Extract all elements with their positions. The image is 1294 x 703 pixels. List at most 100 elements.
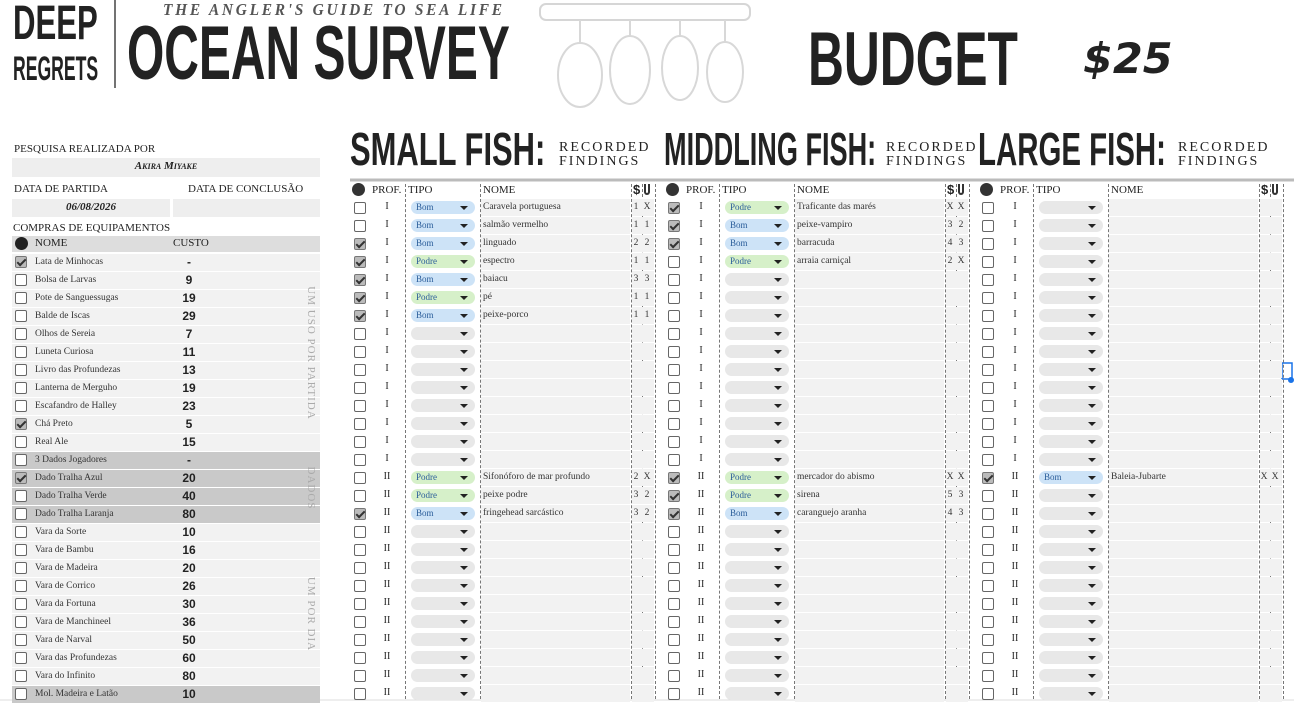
type-dropdown[interactable] [1039, 507, 1103, 520]
type-dropdown[interactable]: Podre [725, 471, 789, 484]
row-checkbox[interactable] [982, 220, 994, 232]
row-checkbox[interactable] [982, 472, 994, 484]
item-checkbox[interactable] [15, 256, 27, 268]
type-dropdown[interactable] [1039, 489, 1103, 502]
type-dropdown[interactable] [725, 687, 789, 700]
row-checkbox[interactable] [982, 670, 994, 682]
type-dropdown[interactable]: Bom [1039, 471, 1103, 484]
row-checkbox[interactable] [354, 364, 366, 376]
item-checkbox[interactable] [15, 310, 27, 322]
type-dropdown[interactable]: Podre [411, 489, 475, 502]
row-checkbox[interactable] [668, 238, 680, 250]
row-checkbox[interactable] [354, 688, 366, 700]
row-checkbox[interactable] [354, 454, 366, 466]
row-checkbox[interactable] [982, 328, 994, 340]
type-dropdown[interactable]: Bom [725, 507, 789, 520]
type-dropdown[interactable]: Podre [725, 489, 789, 502]
row-checkbox[interactable] [668, 202, 680, 214]
type-dropdown[interactable] [411, 399, 475, 412]
type-dropdown[interactable]: Podre [411, 471, 475, 484]
row-checkbox[interactable] [354, 508, 366, 520]
type-dropdown[interactable]: Bom [411, 273, 475, 286]
type-dropdown[interactable] [1039, 579, 1103, 592]
type-dropdown[interactable] [411, 651, 475, 664]
type-dropdown[interactable] [411, 381, 475, 394]
item-checkbox[interactable] [15, 418, 27, 430]
row-checkbox[interactable] [354, 562, 366, 574]
row-checkbox[interactable] [668, 364, 680, 376]
type-dropdown[interactable]: Bom [411, 237, 475, 250]
type-dropdown[interactable] [725, 579, 789, 592]
row-checkbox[interactable] [354, 472, 366, 484]
row-checkbox[interactable] [982, 598, 994, 610]
type-dropdown[interactable] [1039, 543, 1103, 556]
type-dropdown[interactable] [1039, 651, 1103, 664]
type-dropdown[interactable] [1039, 219, 1103, 232]
type-dropdown[interactable] [411, 615, 475, 628]
type-dropdown[interactable] [725, 633, 789, 646]
row-checkbox[interactable] [668, 274, 680, 286]
type-dropdown[interactable] [725, 381, 789, 394]
type-dropdown[interactable] [411, 435, 475, 448]
type-dropdown[interactable] [725, 651, 789, 664]
type-dropdown[interactable] [725, 669, 789, 682]
type-dropdown[interactable] [1039, 453, 1103, 466]
row-checkbox[interactable] [668, 616, 680, 628]
row-checkbox[interactable] [982, 652, 994, 664]
row-checkbox[interactable] [982, 238, 994, 250]
item-checkbox[interactable] [15, 328, 27, 340]
row-checkbox[interactable] [354, 256, 366, 268]
row-checkbox[interactable] [668, 256, 680, 268]
row-checkbox[interactable] [354, 670, 366, 682]
item-checkbox[interactable] [15, 490, 27, 502]
row-checkbox[interactable] [668, 490, 680, 502]
row-checkbox[interactable] [668, 436, 680, 448]
row-checkbox[interactable] [354, 328, 366, 340]
row-checkbox[interactable] [668, 472, 680, 484]
type-dropdown[interactable]: Bom [411, 219, 475, 232]
row-checkbox[interactable] [668, 526, 680, 538]
type-dropdown[interactable]: Bom [411, 309, 475, 322]
row-checkbox[interactable] [354, 346, 366, 358]
type-dropdown[interactable] [411, 669, 475, 682]
row-checkbox[interactable] [354, 202, 366, 214]
row-checkbox[interactable] [354, 382, 366, 394]
type-dropdown[interactable] [411, 633, 475, 646]
type-dropdown[interactable] [725, 417, 789, 430]
item-checkbox[interactable] [15, 580, 27, 592]
row-checkbox[interactable] [668, 418, 680, 430]
row-checkbox[interactable] [354, 616, 366, 628]
type-dropdown[interactable] [725, 435, 789, 448]
row-checkbox[interactable] [354, 274, 366, 286]
row-checkbox[interactable] [668, 562, 680, 574]
type-dropdown[interactable] [1039, 201, 1103, 214]
item-checkbox[interactable] [15, 346, 27, 358]
row-checkbox[interactable] [354, 490, 366, 502]
item-checkbox[interactable] [15, 562, 27, 574]
row-checkbox[interactable] [982, 580, 994, 592]
type-dropdown[interactable] [725, 453, 789, 466]
type-dropdown[interactable]: Bom [725, 219, 789, 232]
row-checkbox[interactable] [668, 346, 680, 358]
row-checkbox[interactable] [982, 202, 994, 214]
row-checkbox[interactable] [982, 310, 994, 322]
surveyor-name[interactable]: Akira Miyake [134, 160, 198, 172]
row-checkbox[interactable] [982, 364, 994, 376]
row-checkbox[interactable] [982, 490, 994, 502]
type-dropdown[interactable] [1039, 435, 1103, 448]
row-checkbox[interactable] [982, 634, 994, 646]
item-checkbox[interactable] [15, 652, 27, 664]
type-dropdown[interactable] [411, 345, 475, 358]
item-checkbox[interactable] [15, 274, 27, 286]
item-checkbox[interactable] [15, 454, 27, 466]
row-checkbox[interactable] [354, 526, 366, 538]
item-checkbox[interactable] [15, 670, 27, 682]
row-checkbox[interactable] [354, 292, 366, 304]
type-dropdown[interactable] [1039, 363, 1103, 376]
item-checkbox[interactable] [15, 634, 27, 646]
type-dropdown[interactable] [1039, 417, 1103, 430]
type-dropdown[interactable] [1039, 399, 1103, 412]
budget-value[interactable]: $25 [1083, 34, 1173, 83]
row-checkbox[interactable] [668, 670, 680, 682]
row-checkbox[interactable] [354, 634, 366, 646]
